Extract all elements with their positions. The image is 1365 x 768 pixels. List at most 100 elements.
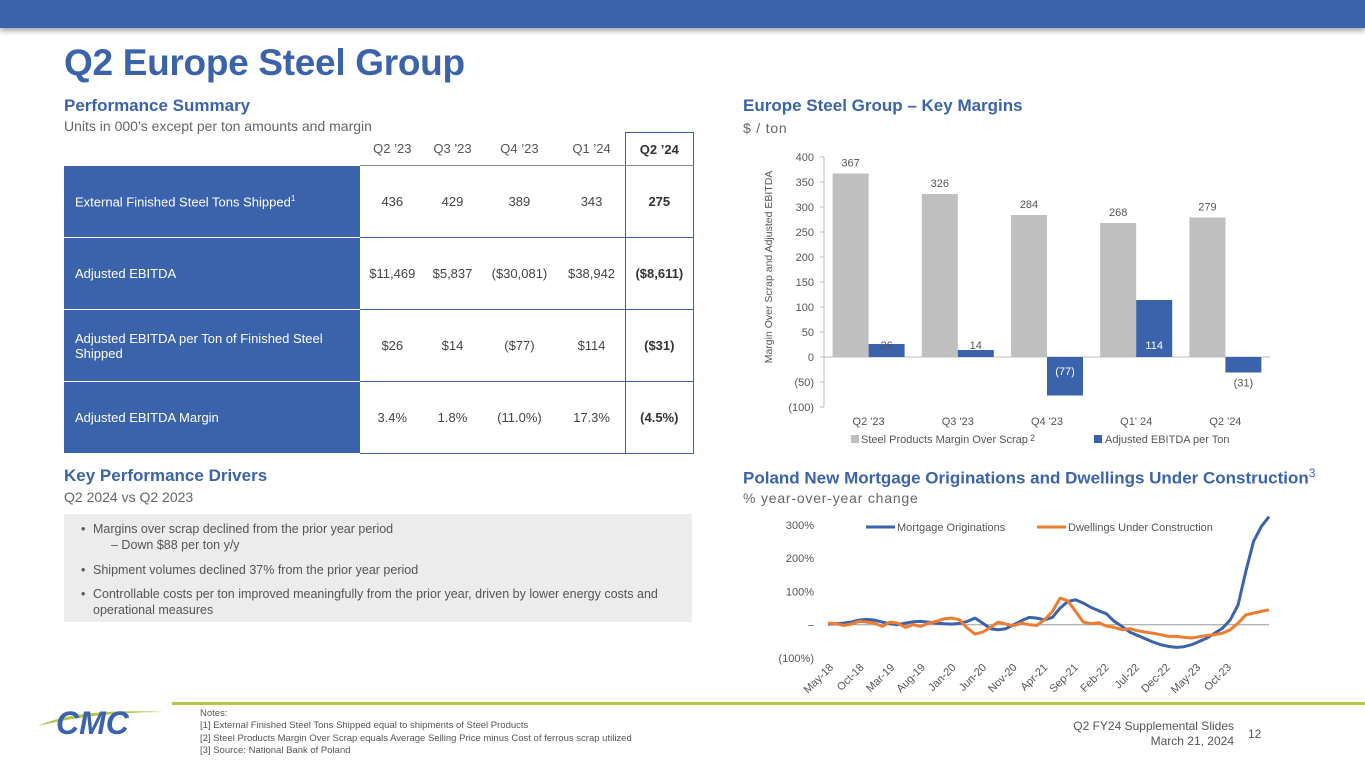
note-item: [1] External Finished Steel Tons Shipped… (200, 720, 529, 732)
bar-margin-over-scrap (921, 194, 958, 357)
x-tick-label: Q2 '24 (1209, 416, 1241, 428)
performance-table: Q2 ’23 Q3 ’23 Q4 ’23 Q1 ’24 Q2 ’24 Exter… (64, 132, 695, 454)
bar-margin-over-scrap (832, 173, 869, 357)
y-tick-label: – (808, 620, 815, 632)
table-cell: $5,837 (424, 237, 481, 310)
legend-label: Steel Products Margin Over Scrap (861, 434, 1028, 446)
x-tick-label: Aug-19 (894, 662, 928, 696)
bar-adjusted-ebitda-per-ton (1225, 357, 1262, 373)
x-tick-label: May-23 (1169, 662, 1203, 696)
legend-label-footnote: 2 (1030, 433, 1035, 443)
mortgage-chart-title: Poland New Mortgage Originations and Dwe… (743, 466, 1315, 489)
table-header-cell: Q1 ’24 (558, 132, 626, 166)
table-cell: $26 (360, 309, 425, 382)
row-label: Adjusted EBITDA (64, 237, 360, 310)
y-tick-label: (100) (788, 402, 814, 414)
footer-date: March 21, 2024 (1150, 734, 1234, 748)
table-header-cell: Q4 ’23 (480, 132, 559, 166)
table-cell: 389 (480, 165, 559, 238)
x-tick-label: Q3 '23 (942, 416, 974, 428)
table-cell: 3.4% (360, 381, 425, 454)
y-tick-label: 150 (796, 277, 814, 289)
notes-title: Notes: (200, 708, 228, 719)
drivers-subtitle: Q2 2024 vs Q2 2023 (64, 489, 194, 505)
y-tick-label: 300 (796, 202, 814, 214)
y-tick-label: 200 (796, 252, 814, 264)
row-label: Adjusted EBITDA per Ton of Finished Stee… (64, 309, 360, 382)
legend-label: Mortgage Originations (897, 522, 1006, 534)
y-tick-label: 100% (786, 586, 814, 598)
drivers-box: Margins over scrap declined from the pri… (64, 514, 692, 622)
data-label: (77) (1055, 366, 1075, 378)
table-cell: 429 (424, 165, 481, 238)
top-banner (0, 0, 1365, 28)
footer-info: Q2 FY24 Supplemental Slides March 21, 20… (1073, 719, 1234, 749)
bar-margin-over-scrap (1011, 215, 1047, 357)
x-tick-label: Jan-20 (926, 662, 958, 694)
x-tick-label: Oct-23 (1202, 662, 1234, 694)
table-row: Adjusted EBITDA per Ton of Finished Stee… (64, 309, 695, 382)
table-cell: ($30,081) (480, 237, 559, 310)
logo-text: CMC (56, 705, 130, 741)
table-cell: (11.0%) (480, 381, 559, 454)
y-tick-label: (50) (794, 377, 814, 389)
y-tick-label: 0 (808, 352, 814, 364)
table-row: Adjusted EBITDA Margin 3.4% 1.8% (11.0%)… (64, 381, 695, 454)
bar-adjusted-ebitda-per-ton (957, 350, 994, 357)
bar-margin-over-scrap (1100, 223, 1137, 357)
footer-divider (172, 702, 1365, 705)
legend-label: Dwellings Under Construction (1068, 522, 1213, 534)
y-tick-label: 200% (786, 553, 814, 565)
table-cell-current: (4.5%) (624, 381, 695, 454)
y-tick-label: 250 (796, 227, 814, 239)
margins-chart-title: Europe Steel Group – Key Margins (743, 96, 1023, 115)
data-label: 367 (841, 158, 859, 170)
x-tick-label: Jun-20 (957, 662, 989, 694)
x-tick-label: Mar-19 (864, 662, 897, 695)
margins-chart-subtitle: $ / ton (743, 120, 788, 136)
driver-bullet: Margins over scrap declined from the pri… (81, 521, 676, 537)
bar-margin-over-scrap (1189, 217, 1226, 357)
legend-swatch (1094, 435, 1102, 443)
x-tick-label: Apr-21 (1018, 662, 1050, 694)
note-item: [2] Steel Products Margin Over Scrap equ… (200, 732, 632, 744)
data-label: 268 (1109, 207, 1127, 219)
data-label: 14 (970, 340, 982, 352)
y-tick-label: 400 (796, 152, 814, 164)
y-tick-label: 50 (802, 327, 814, 339)
table-cell: 343 (558, 165, 626, 238)
cmc-logo: CMC (38, 705, 164, 741)
table-cell: $11,469 (360, 237, 425, 310)
table-header-row: Q2 ’23 Q3 ’23 Q4 ’23 Q1 ’24 Q2 ’24 (64, 132, 695, 166)
table-row: Adjusted EBITDA $11,469 $5,837 ($30,081)… (64, 237, 695, 310)
x-tick-label: Dec-22 (1139, 662, 1173, 696)
data-label: 326 (931, 178, 949, 190)
logo-swoosh (38, 711, 164, 726)
series-line-mortgage-originations (827, 515, 1271, 649)
x-tick-label: Oct-18 (835, 662, 867, 694)
note-item: [3] Source: National Bank of Poland (200, 745, 351, 757)
table-header-cell-current: Q2 ’24 (624, 132, 695, 166)
table-cell-current: ($31) (624, 309, 695, 382)
footnotes: Notes: [1] External Finished Steel Tons … (200, 708, 632, 758)
bar-adjusted-ebitda-per-ton (868, 344, 905, 357)
driver-sub-bullet: – Down $88 per ton y/y (111, 538, 240, 552)
x-tick-label: Sep-21 (1047, 662, 1081, 696)
table-cell: ($77) (480, 309, 559, 382)
table-cell-current: ($8,611) (624, 237, 695, 310)
data-label: 284 (1020, 199, 1038, 211)
x-tick-label: May-18 (802, 662, 836, 696)
table-cell: 436 (360, 165, 425, 238)
page-title: Q2 Europe Steel Group (64, 42, 465, 83)
x-tick-label: Nov-20 (986, 662, 1020, 696)
row-label-text: External Finished Steel Tons Shipped (75, 193, 291, 209)
y-tick-label: 350 (796, 177, 814, 189)
series-line-dwellings-under-construction (827, 596, 1270, 640)
drivers-title: Key Performance Drivers (64, 466, 268, 485)
bar-adjusted-ebitda-per-ton (1047, 357, 1083, 396)
x-tick-label: Q4 '23 (1031, 416, 1063, 428)
mortgage-chart-subtitle: % year-over-year change (743, 490, 919, 506)
row-label: Adjusted EBITDA Margin (64, 381, 360, 454)
